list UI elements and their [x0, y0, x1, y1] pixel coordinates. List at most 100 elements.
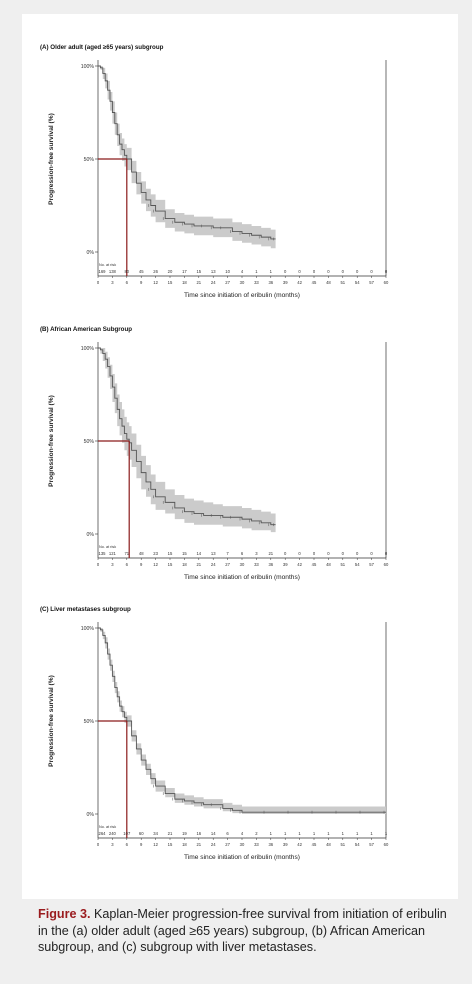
at-risk-count: 0 — [284, 269, 287, 274]
x-tick-label: 0 — [97, 842, 100, 847]
x-tick-label: 33 — [254, 280, 259, 285]
at-risk-count: 0 — [284, 551, 287, 556]
at-risk-count: 138 — [109, 269, 117, 274]
x-tick-label: 30 — [240, 842, 245, 847]
x-tick-label: 45 — [312, 280, 317, 285]
x-tick-label: 12 — [153, 562, 158, 567]
at-risk-count: 4 — [241, 831, 244, 836]
at-risk-count: 0 — [385, 551, 388, 556]
x-tick-label: 18 — [182, 842, 187, 847]
x-tick-label: 51 — [340, 842, 345, 847]
at-risk-count: 14 — [211, 831, 216, 836]
x-tick-label: 30 — [240, 562, 245, 567]
at-risk-count: 10 — [225, 269, 230, 274]
at-risk-count: 0 — [385, 269, 388, 274]
at-risk-count: 240 — [109, 831, 117, 836]
at-risk-count: 0 — [342, 551, 345, 556]
x-tick-label: 57 — [369, 842, 374, 847]
x-tick-label: 36 — [268, 280, 273, 285]
at-risk-count: 169 — [99, 269, 107, 274]
at-risk-label: No. at risk — [99, 825, 116, 829]
at-risk-count: 1 — [385, 831, 388, 836]
at-risk-count: 17 — [182, 269, 187, 274]
y-tick-label: 0% — [87, 532, 95, 538]
x-tick-label: 33 — [254, 842, 259, 847]
x-tick-label: 6 — [126, 842, 129, 847]
x-tick-label: 39 — [283, 562, 288, 567]
at-risk-count: 45 — [139, 269, 144, 274]
figure-label: Figure 3. — [38, 907, 91, 921]
confidence-band — [98, 348, 276, 533]
x-tick-label: 51 — [340, 280, 345, 285]
at-risk-count: 0 — [298, 269, 301, 274]
at-risk-count: 0 — [356, 551, 359, 556]
x-tick-label: 9 — [140, 280, 143, 285]
at-risk-count: 16 — [196, 831, 201, 836]
x-axis-label: Time since initiation of eribulin (month… — [184, 854, 300, 861]
at-risk-count: 1 — [298, 831, 301, 836]
at-risk-count: 15 — [182, 551, 187, 556]
x-tick-label: 54 — [355, 562, 360, 567]
at-risk-count: 0 — [327, 551, 330, 556]
at-risk-count: 71 — [124, 551, 129, 556]
at-risk-count: 48 — [139, 551, 144, 556]
at-risk-count: 7 — [226, 551, 229, 556]
x-tick-label: 21 — [196, 842, 201, 847]
x-tick-label: 3 — [111, 842, 114, 847]
panel-b-title: (B) African American Subgroup — [40, 326, 133, 333]
x-tick-label: 0 — [97, 562, 100, 567]
x-tick-label: 12 — [153, 280, 158, 285]
at-risk-label: No. at risk — [99, 263, 116, 267]
x-tick-label: 60 — [384, 280, 389, 285]
y-tick-label: 50% — [84, 719, 95, 725]
at-risk-label: No. at risk — [99, 545, 116, 549]
x-tick-label: 42 — [297, 562, 302, 567]
at-risk-count: 60 — [139, 831, 144, 836]
x-tick-label: 24 — [211, 280, 216, 285]
at-risk-count: 0 — [342, 269, 345, 274]
x-tick-label: 48 — [326, 562, 331, 567]
at-risk-count: 0 — [370, 551, 373, 556]
x-tick-label: 42 — [297, 280, 302, 285]
x-tick-label: 42 — [297, 842, 302, 847]
at-risk-count: 2 — [255, 831, 258, 836]
at-risk-count: 1 — [342, 831, 345, 836]
x-tick-label: 54 — [355, 280, 360, 285]
survival-curve — [98, 347, 276, 526]
at-risk-count: 19 — [182, 831, 187, 836]
y-tick-label: 100% — [81, 346, 95, 352]
x-tick-label: 45 — [312, 562, 317, 567]
x-tick-label: 36 — [268, 562, 273, 567]
x-tick-label: 51 — [340, 562, 345, 567]
x-tick-label: 18 — [182, 280, 187, 285]
km-chart-a: 0% 50% 100% Progression-free survival (%) No… — [48, 60, 389, 299]
x-tick-label: 0 — [97, 280, 100, 285]
at-risk-count: 1 — [284, 831, 287, 836]
at-risk-count: 13 — [211, 551, 216, 556]
at-risk-count: 0 — [298, 551, 301, 556]
y-axis-label: Progression-free survival (%) — [48, 675, 55, 767]
at-risk-count: 13 — [211, 269, 216, 274]
at-risk-count: 1 — [327, 831, 330, 836]
survival-curve — [98, 627, 386, 813]
y-tick-label: 0% — [87, 812, 95, 818]
at-risk-count: 34 — [153, 831, 158, 836]
at-risk-count: 0 — [370, 269, 373, 274]
x-tick-label: 48 — [326, 280, 331, 285]
x-tick-label: 60 — [384, 562, 389, 567]
at-risk-count: 15 — [196, 269, 201, 274]
x-tick-label: 12 — [153, 842, 158, 847]
at-risk-count: 107 — [123, 831, 131, 836]
x-tick-label: 18 — [182, 562, 187, 567]
x-tick-label: 24 — [211, 842, 216, 847]
at-risk-count: 4 — [241, 269, 244, 274]
caption-text: Kaplan-Meier progression-free survival f… — [38, 907, 447, 954]
x-tick-label: 39 — [283, 280, 288, 285]
at-risk-count: 0 — [327, 269, 330, 274]
x-tick-label: 57 — [369, 562, 374, 567]
x-tick-label: 27 — [225, 562, 230, 567]
at-risk-count: 1 — [270, 831, 273, 836]
figure-panel: (A) Older adult (aged ≥65 years) subgrou… — [22, 14, 458, 899]
km-chart-c: 0% 50% 100% Progression-free survival (%) No… — [48, 622, 389, 861]
x-tick-label: 39 — [283, 842, 288, 847]
